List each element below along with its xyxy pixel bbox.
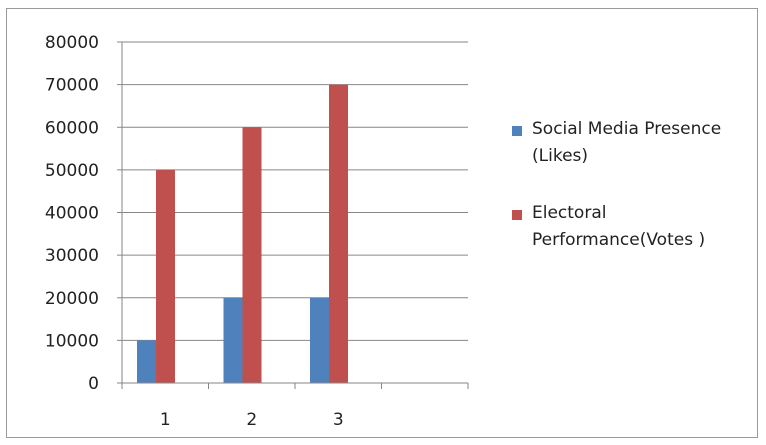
y-tick-labels: 0 10000 20000 30000 40000 50000 60000 70000 8000… <box>45 33 99 394</box>
x-tick-label: 3 <box>333 410 344 430</box>
bar-votes <box>329 84 348 383</box>
bar-likes <box>223 297 243 383</box>
axes <box>117 41 469 389</box>
y-tick-label: 10000 <box>45 331 99 351</box>
bar-likes <box>137 340 156 383</box>
chart-frame <box>6 8 758 438</box>
legend-item-votes: Electoral Performance(Votes ) <box>512 200 758 254</box>
y-tick-label: 80000 <box>45 33 99 53</box>
legend-label-votes: Electoral Performance(Votes ) <box>532 203 706 250</box>
legend: Social Media Presence (Likes) Electoral … <box>512 116 758 284</box>
y-tick-label: 40000 <box>45 204 99 224</box>
y-tick-label: 60000 <box>45 118 99 138</box>
x-tick-label: 1 <box>160 410 171 430</box>
y-tick-label: 70000 <box>45 76 99 96</box>
bar-votes <box>242 127 262 383</box>
x-tick-labels: 1 2 3 <box>160 410 344 430</box>
legend-swatch-votes <box>512 210 522 220</box>
bar-votes <box>156 169 175 383</box>
y-tick-label: 50000 <box>45 161 99 181</box>
x-tick-label: 2 <box>246 410 257 430</box>
y-tick-label: 20000 <box>45 289 99 309</box>
legend-swatch-likes <box>512 126 522 136</box>
bar-likes <box>310 297 329 383</box>
y-tick-label: 0 <box>88 374 99 394</box>
gridlines <box>122 41 468 341</box>
legend-item-likes: Social Media Presence (Likes) <box>512 116 758 170</box>
bars <box>137 84 348 383</box>
legend-label-likes: Social Media Presence (Likes) <box>532 119 722 166</box>
y-tick-label: 30000 <box>45 246 99 266</box>
